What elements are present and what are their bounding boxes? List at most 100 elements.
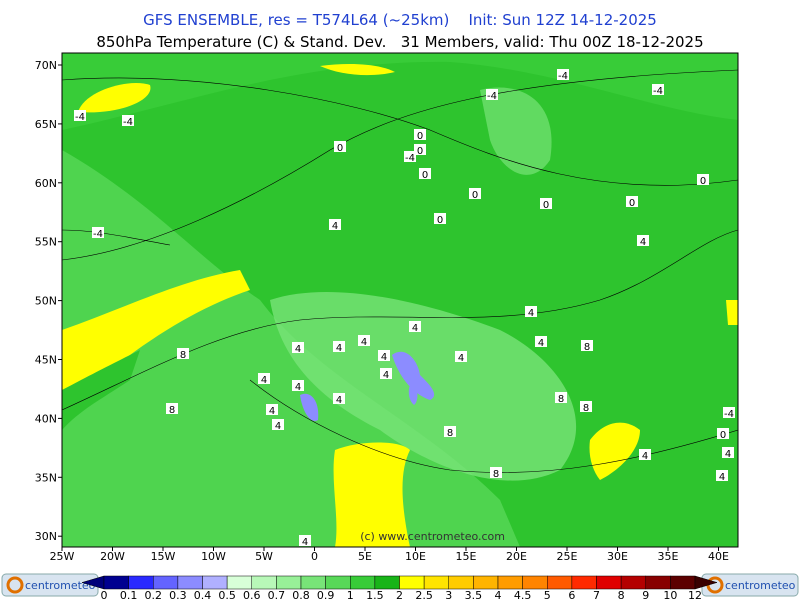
contour-label: 4 (412, 323, 418, 334)
colorbar-swatch (153, 575, 179, 590)
contour-label: 8 (583, 403, 589, 414)
contour-label-bg (414, 144, 426, 155)
title: GFS ENSEMBLE, res = T574L64 (~25km) Init… (143, 11, 657, 29)
lat-label: 50N (35, 295, 57, 308)
contour-label: 8 (493, 469, 499, 480)
contour-label-bg (258, 373, 270, 384)
contour-label-bg (333, 341, 345, 352)
contour-label-bg (272, 419, 284, 430)
contour-label: -4 (558, 71, 568, 82)
colorbar-swatch (547, 575, 573, 590)
contour-label: 8 (558, 394, 564, 405)
colorbar-label: 0.5 (218, 589, 236, 600)
colorbar-arrow (694, 575, 718, 590)
contour-label-bg (723, 407, 735, 418)
colorbar-swatch (596, 575, 622, 590)
contour-label: 8 (180, 350, 186, 361)
lon-label: 5W (255, 550, 273, 563)
contour-label: 0 (422, 170, 428, 181)
contour-label-bg (722, 447, 734, 458)
contour-label: 4 (275, 421, 281, 432)
contour-label-bg (92, 227, 104, 238)
contour-label-bg (455, 351, 467, 362)
contour-label-bg (299, 535, 311, 546)
colorbar-swatch (522, 575, 548, 590)
colorbar-swatch (226, 575, 252, 590)
contour-label: 4 (642, 451, 648, 462)
contour-label-bg (652, 84, 664, 95)
colorbar-label: 5 (544, 589, 551, 600)
contour-label-bg (637, 235, 649, 246)
colorbar-label: 6 (568, 589, 575, 600)
lat-label: 45N (35, 354, 57, 367)
colorbar-swatch (202, 575, 228, 590)
colorbar-swatch (177, 575, 203, 590)
contour-label-bg (74, 110, 86, 121)
logo-text: centrometeo (725, 579, 796, 592)
colorbar-label: 0.6 (243, 589, 261, 600)
contour-label-bg (540, 198, 552, 209)
contour-label-bg (329, 219, 341, 230)
contour-label-bg (358, 335, 370, 346)
contour-label-bg (639, 449, 651, 460)
contour-label: 4 (336, 395, 342, 406)
contour-label: 8 (169, 405, 175, 416)
colorbar-label: 4.5 (514, 589, 532, 600)
colorbar-swatch (103, 575, 129, 590)
contour-label-bg (380, 368, 392, 379)
colorbar-swatch (128, 575, 154, 590)
colorbar-swatch (473, 575, 499, 590)
contour-label: 4 (719, 472, 725, 483)
contour-label-bg (697, 174, 709, 185)
colorbar-label: 0.2 (145, 589, 163, 600)
lat-label: 65N (35, 118, 57, 131)
colorbar-label: 0.8 (292, 589, 310, 600)
contour-label-bg (414, 129, 426, 140)
contour-label-bg (122, 115, 134, 126)
contour-label: 4 (538, 338, 544, 349)
contour-label: -4 (75, 112, 85, 123)
colorbar-swatch (645, 575, 671, 590)
colorbar-label: 0.3 (169, 589, 187, 600)
map-frame (61, 52, 739, 548)
contour-label-bg (444, 426, 456, 437)
colorbar-swatch (276, 575, 302, 590)
lon-label: 5E (358, 550, 372, 563)
contour-label-bg (469, 188, 481, 199)
lon-label: 25W (50, 550, 75, 563)
contour-label-bg (378, 350, 390, 361)
contour-label: 4 (332, 221, 338, 232)
contour-label: 4 (458, 353, 464, 364)
contour-label-bg (166, 403, 178, 414)
contour-label: -4 (405, 153, 415, 164)
contour-label: 4 (383, 370, 389, 381)
lon-label: 0 (311, 550, 318, 563)
colorbar-label: 4 (495, 589, 502, 600)
contour-label: 4 (361, 337, 367, 348)
contour-label: 4 (381, 352, 387, 363)
colorbar-swatch (374, 575, 400, 590)
contour-label-bg (409, 321, 421, 332)
contour-label: 4 (261, 375, 267, 386)
contour-label-bg (581, 340, 593, 351)
contour-label: 4 (295, 344, 301, 355)
lon-label: 10W (201, 550, 226, 563)
colorbar-swatch (620, 575, 646, 590)
colorbar-label: 0.7 (268, 589, 286, 600)
colorbar-label: 3.5 (465, 589, 483, 600)
contour-label-bg (525, 306, 537, 317)
map-field (62, 53, 738, 547)
contour-label-bg (626, 196, 638, 207)
colorbar-label: 2 (396, 589, 403, 600)
contour-label-bg (555, 392, 567, 403)
lat-label: 35N (35, 471, 57, 484)
contour-label-bg (333, 393, 345, 404)
contour-label-bg (292, 342, 304, 353)
contour-label-bg (334, 141, 346, 152)
lat-label: 55N (35, 236, 57, 249)
watermark: (c) www.centrometeo.com (360, 530, 505, 543)
lon-label: 35E (658, 550, 679, 563)
colorbar-swatch (670, 575, 696, 590)
colorbar-label: 7 (593, 589, 600, 600)
